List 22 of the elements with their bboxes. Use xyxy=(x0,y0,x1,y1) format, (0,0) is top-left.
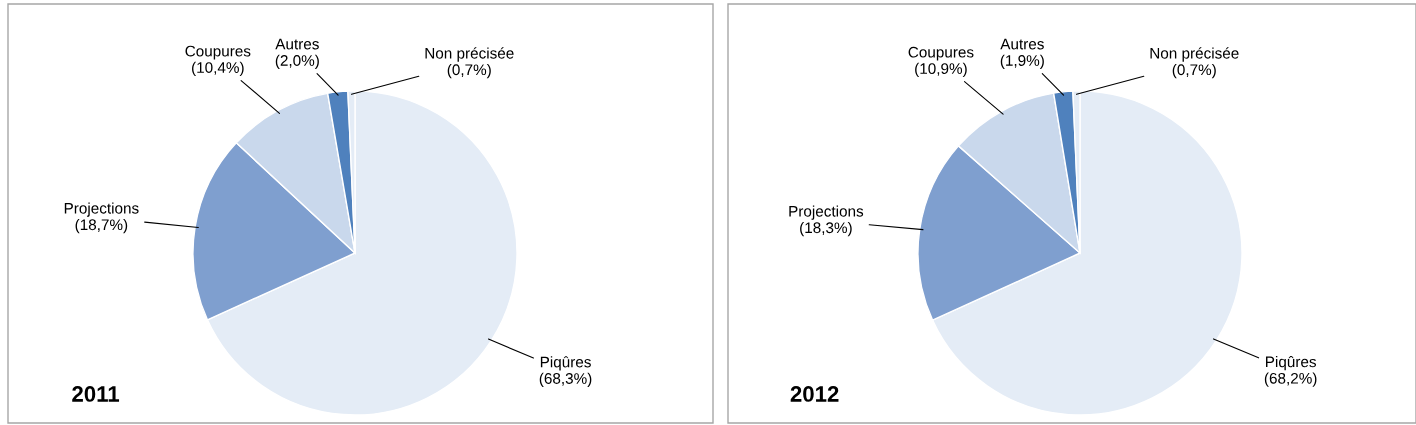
data-label: (18,3%) xyxy=(800,221,852,237)
slice-label: Piqûres xyxy=(1266,355,1317,371)
slice-label: Non précisée xyxy=(1150,47,1239,62)
data-label: (68,3%) xyxy=(539,372,592,387)
data-label: (68,2%) xyxy=(1264,372,1317,387)
data-label: (2,0%) xyxy=(275,54,319,69)
slice-label: Projections xyxy=(789,205,864,220)
data-label: (0,7%) xyxy=(1172,63,1216,79)
slice-label: Non précisée xyxy=(425,47,514,62)
slice-label: Coupures xyxy=(185,45,251,60)
slice-label: Projections xyxy=(64,202,139,217)
slice-label: Piqûres xyxy=(540,356,591,371)
slice-label: Autres xyxy=(1000,38,1044,50)
data-label: (10,9%) xyxy=(915,62,967,78)
data-label: (18,7%) xyxy=(75,218,128,234)
slice-label: Autres xyxy=(275,38,319,50)
text: 2011 xyxy=(72,386,120,402)
text: 2012 xyxy=(790,386,839,402)
data-label: (10,4%) xyxy=(192,61,244,76)
slice-label: Coupures xyxy=(908,46,974,61)
data-label: (1,9%) xyxy=(1000,54,1044,69)
data-label: (0,7%) xyxy=(447,63,491,79)
